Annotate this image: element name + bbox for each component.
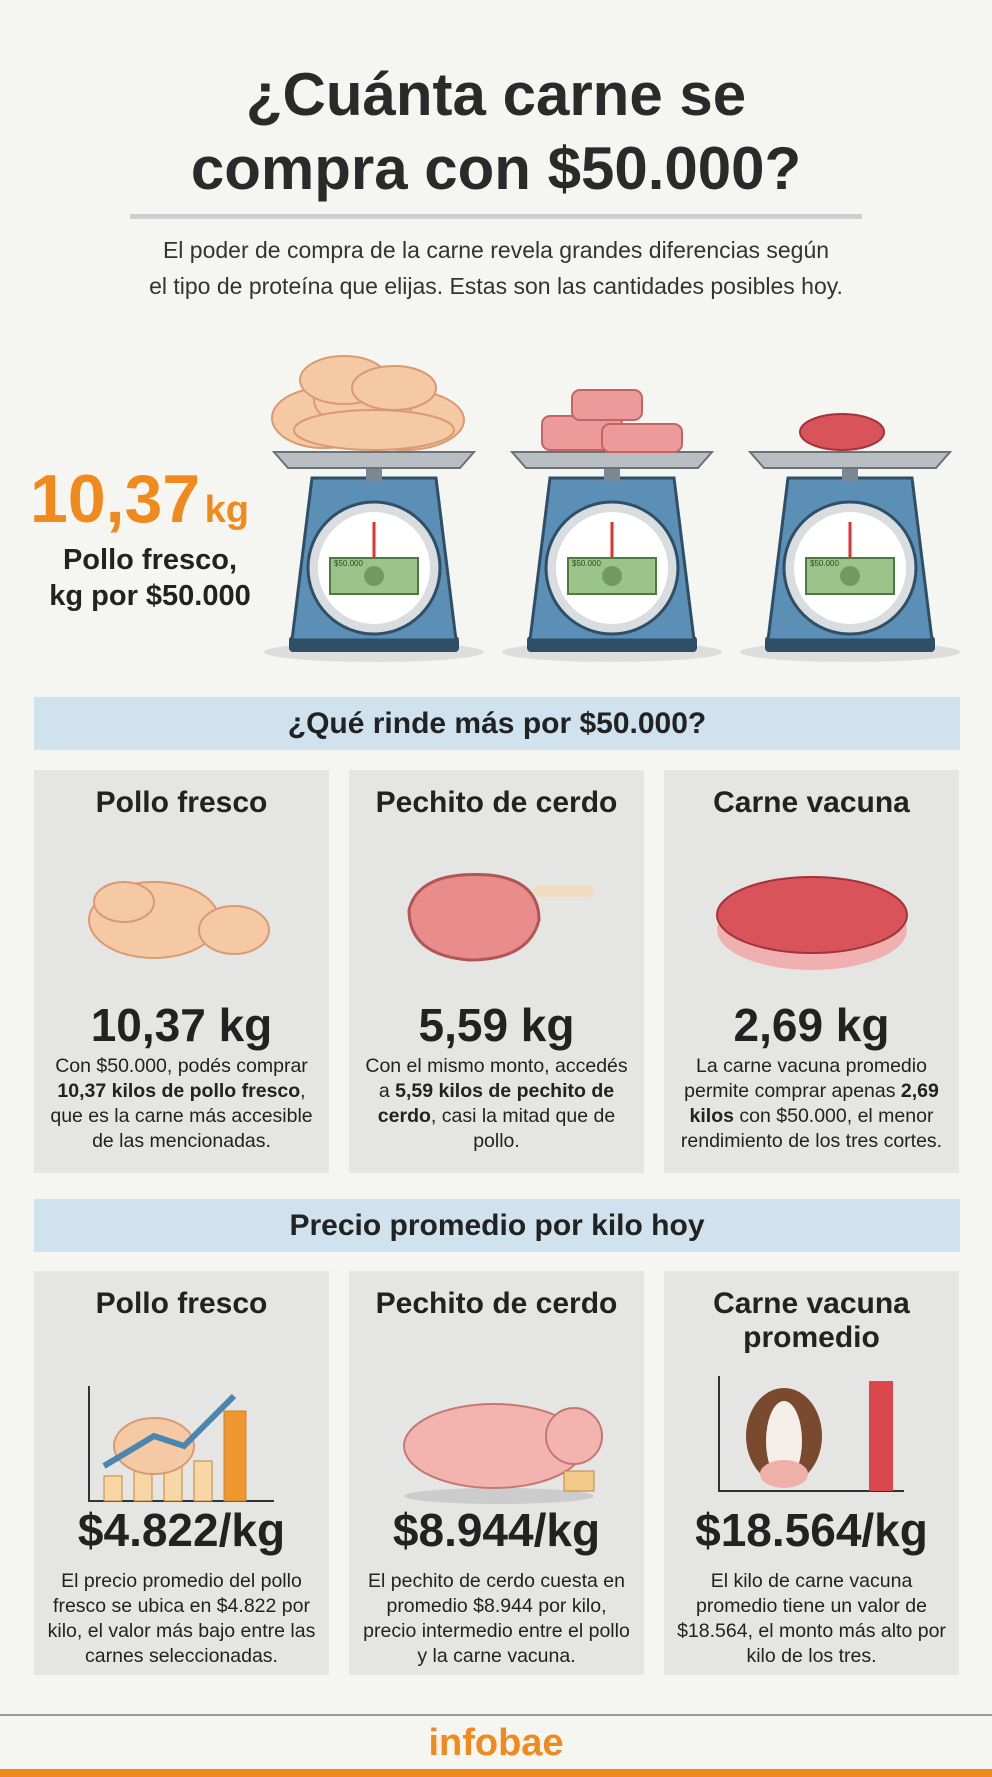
steak	[799, 413, 885, 451]
card: Pollo fresco $4.822/kg El precio promedio …	[34, 1271, 329, 1675]
description-part: , casi la mitad que de pollo.	[430, 1105, 616, 1152]
bill-seal	[364, 566, 384, 586]
title: compra con $50.000?	[190, 135, 802, 202]
card-description: Con $50.000, podés comprar 10,37 kilos d…	[44, 1054, 319, 1154]
card-name: Carne vacuna	[713, 786, 910, 819]
card-amount: 5,59 kg	[418, 999, 575, 1051]
description-part: 10,37 kilos de pollo fresco	[57, 1080, 301, 1102]
card-name: Carne vacuna promedio	[713, 1287, 910, 1354]
card-amount: $8.944/kg	[392, 1504, 601, 1556]
scales: $50.000 $50.000 $50.000	[264, 355, 960, 662]
card-name: Pechito de cerdo	[375, 1287, 618, 1320]
cow-face	[766, 1401, 802, 1481]
description-part: con $50.000, el menor rendimiento de los…	[680, 1105, 943, 1152]
description-part: 5,59 kilos de pechito de cerdo	[377, 1080, 615, 1127]
label-line: kg por $50.000	[49, 580, 251, 612]
card: Pollo fresco 10,37 kg Con $50.000, podés c…	[34, 770, 329, 1173]
card-amount: 2,69 kg	[733, 999, 890, 1051]
illustration	[403, 1403, 603, 1504]
card: Carne vacuna 2,69 kg La carne vacuna prome…	[664, 770, 959, 1173]
description-part: El pechito de cerdo cuesta en promedio $…	[363, 1570, 630, 1667]
label-line: Pollo fresco,	[62, 544, 238, 576]
pan	[747, 451, 953, 469]
section-banner: Precio promedio por kilo hoy	[34, 1199, 960, 1252]
card-name: Pollo fresco	[95, 786, 268, 819]
pork	[571, 389, 643, 421]
chicken	[351, 365, 437, 411]
bill-seal	[602, 566, 622, 586]
subtitle: el tipo de proteína que elijas. Estas so…	[149, 273, 843, 299]
card-name: Pollo fresco	[95, 1287, 268, 1320]
illustration	[718, 1376, 904, 1492]
description-part: 2,69 kilos	[689, 1080, 939, 1127]
pan	[271, 451, 477, 469]
illustration	[407, 872, 594, 962]
card-description: El kilo de carne vacuna promedio tiene u…	[674, 1569, 949, 1669]
pig-shadow	[404, 1488, 594, 1504]
description-part: Con $50.000, podés comprar	[55, 1055, 308, 1077]
scale: $50.000	[264, 355, 484, 662]
highlight-value: 10,37	[30, 461, 201, 537]
card: Pechito de cerdo $8.944/kg El pechito de c…	[349, 1271, 644, 1675]
subtitle: El poder de compra de la carne revela gr…	[162, 237, 830, 263]
tag	[563, 1470, 595, 1492]
illustration	[88, 881, 270, 959]
bill-label: $50.000	[572, 559, 601, 568]
bill-label: $50.000	[334, 559, 363, 568]
description-part: La carne vacuna promedio permite comprar…	[684, 1055, 927, 1102]
highlight-unit: kg	[204, 489, 249, 531]
steak	[716, 876, 908, 954]
description-part: El kilo de carne vacuna promedio tiene u…	[677, 1570, 946, 1667]
cow-nose	[760, 1460, 808, 1488]
icon-bar	[223, 1410, 247, 1502]
illustration	[716, 876, 908, 970]
scale: $50.000	[502, 389, 722, 662]
icon-bar	[193, 1460, 213, 1502]
pork	[601, 423, 683, 453]
chicken	[93, 881, 155, 923]
brand: infobae	[428, 1722, 564, 1764]
bill-label: $50.000	[810, 559, 839, 568]
bill-seal	[840, 566, 860, 586]
card-name: Pechito de cerdo	[375, 786, 618, 819]
title: ¿Cuánta carne se	[245, 61, 747, 128]
card-amount: 10,37 kg	[90, 999, 273, 1051]
description-part: Con el mismo monto, accedés a	[365, 1055, 628, 1102]
pig-head	[545, 1407, 603, 1465]
footer-line	[0, 1714, 992, 1716]
axis	[718, 1376, 904, 1492]
chicken	[198, 905, 270, 955]
card-description: El precio promedio del pollo fresco se u…	[44, 1569, 319, 1669]
highlight: 10,37 kg	[30, 460, 249, 538]
description-part: , que es la carne más accesible de las m…	[50, 1080, 313, 1152]
footer-bar	[0, 1769, 992, 1777]
divider	[130, 214, 862, 219]
card-description: Con el mismo monto, accedés a 5,59 kilos…	[359, 1054, 634, 1154]
card-description: El pechito de cerdo cuesta en promedio $…	[359, 1569, 634, 1669]
icon-bar	[869, 1381, 893, 1491]
section-banner: ¿Qué rinde más por $50.000?	[34, 697, 960, 750]
trend	[102, 1393, 237, 1469]
highlight-label: Pollo fresco, kg por $50.000	[20, 542, 280, 614]
card-description: La carne vacuna promedio permite comprar…	[674, 1054, 949, 1154]
card: Pechito de cerdo 5,59 kg Con el mismo mont…	[349, 770, 644, 1173]
pan	[509, 451, 715, 469]
icon-bar	[103, 1475, 123, 1502]
scale: $50.000	[740, 413, 960, 662]
description-part: El precio promedio del pollo fresco se u…	[47, 1570, 316, 1667]
chicken	[293, 409, 455, 451]
card-amount: $18.564/kg	[695, 1504, 928, 1556]
card: Carne vacuna promedio $18.564/kg El kilo d…	[664, 1271, 959, 1675]
pork-cut	[407, 872, 541, 962]
bone	[534, 885, 594, 897]
illustration	[88, 1386, 274, 1502]
bill	[805, 557, 895, 595]
card-amount: $4.822/kg	[77, 1504, 286, 1556]
drumstick	[113, 1417, 195, 1475]
